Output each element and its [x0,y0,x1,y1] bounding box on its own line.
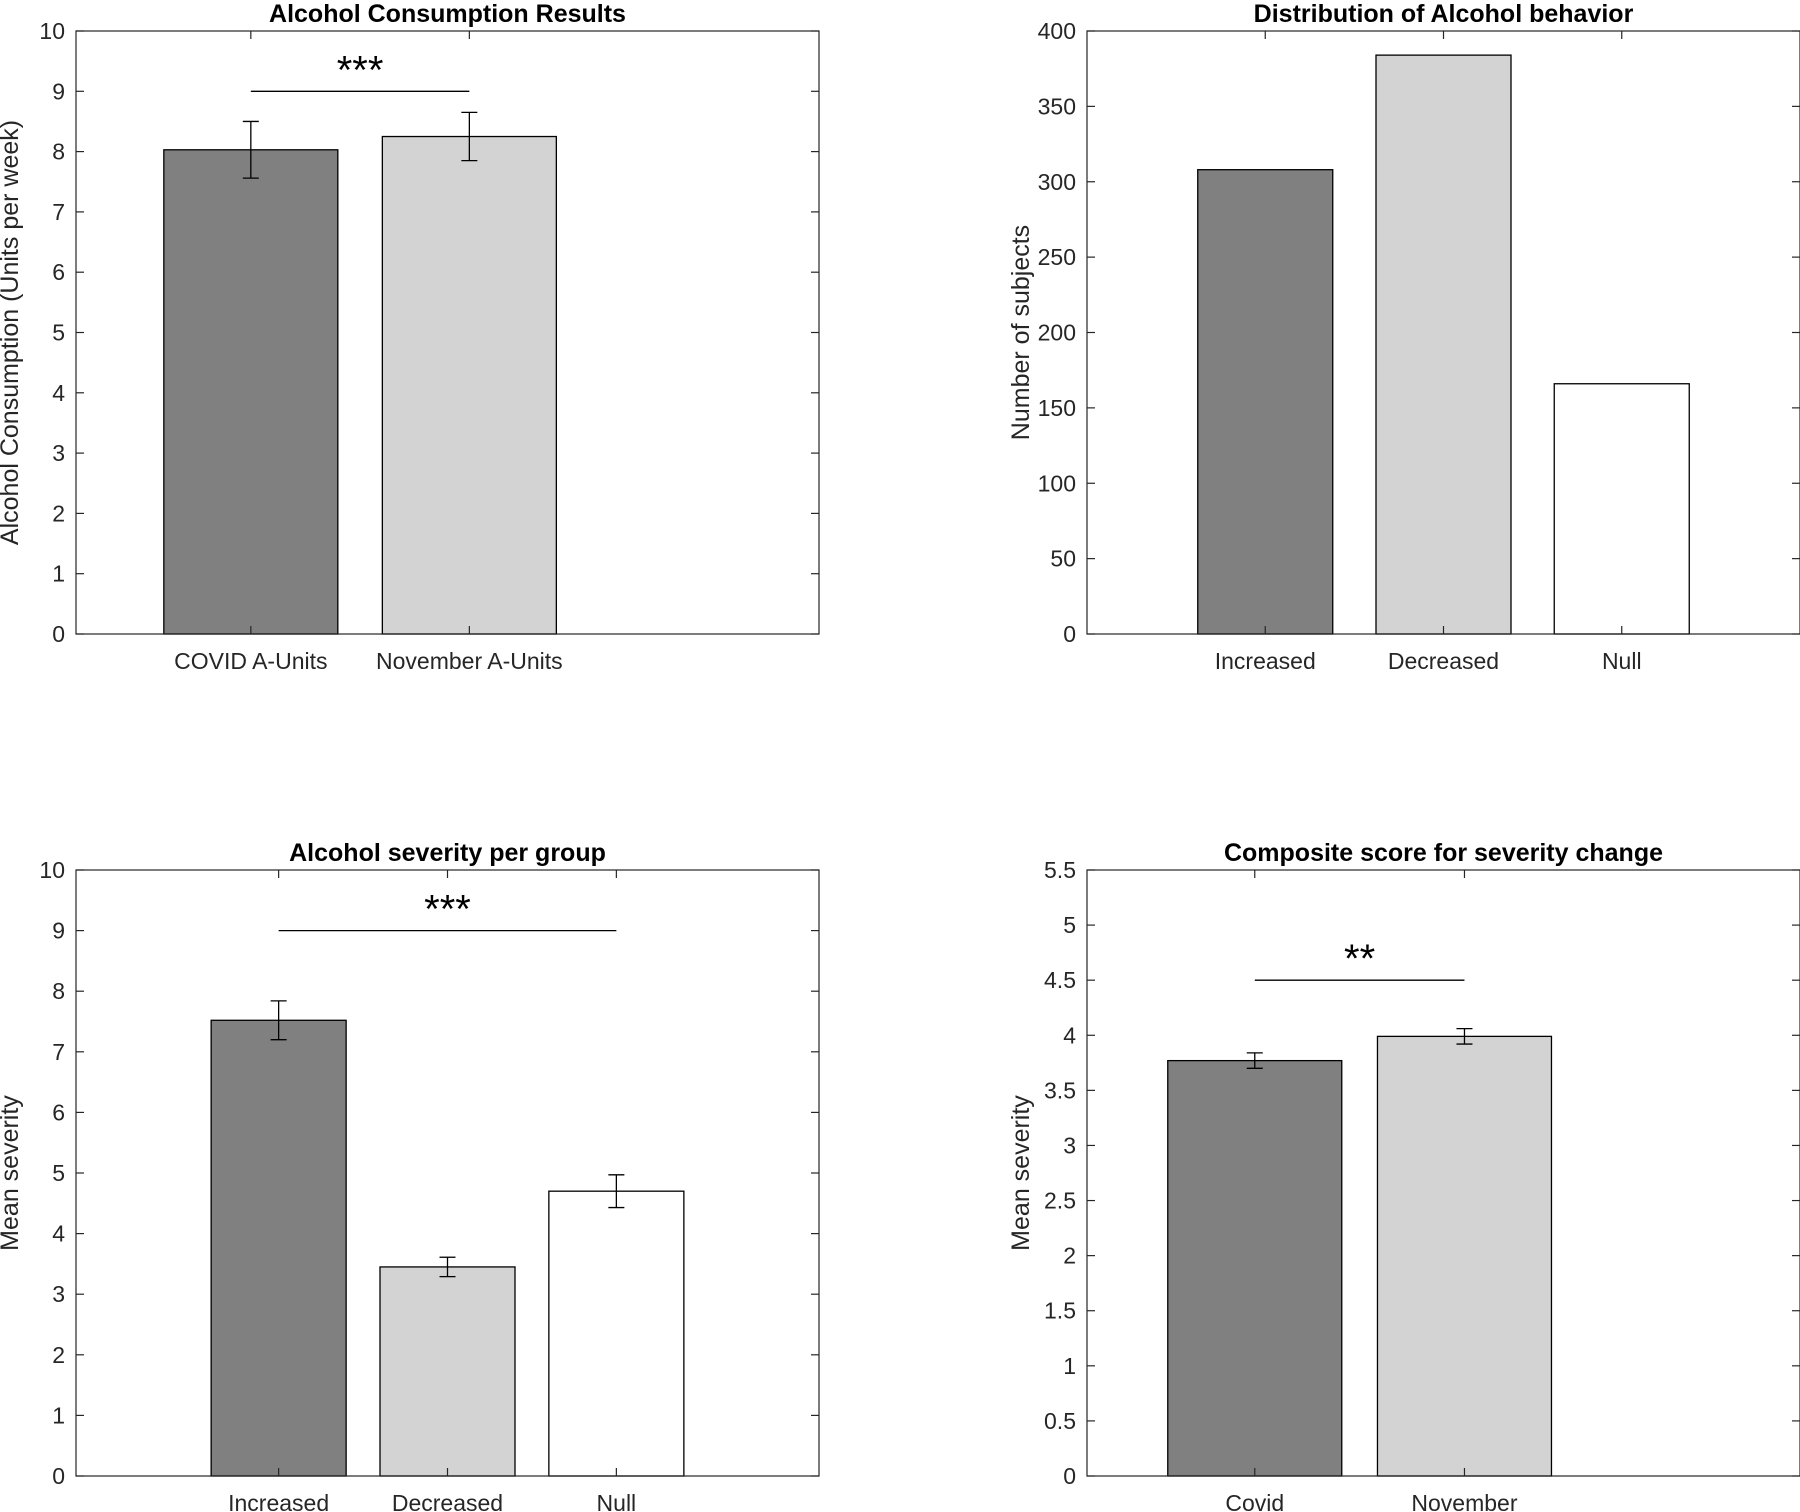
chart-3-y-tick-label-7: 6 [52,1099,65,1125]
chart-1-y-tick-label-3: 2 [52,500,65,526]
chart-2-y-tick-label-2: 50 [1050,546,1076,572]
chart-4-plot-area [1086,869,1800,1477]
chart-4-y-tick-label-1: 0 [1063,1463,1076,1489]
chart-2-y-tick-label-5: 200 [1038,320,1076,346]
chart-2-y-tick-label-9: 400 [1038,18,1076,44]
chart-4-y-tick-label-6: 2.5 [1044,1188,1076,1214]
chart-3-error-bar-2 [439,1256,456,1278]
chart-3-x-tick-label-1: Increased [228,1490,329,1512]
chart-4-y-tick-label-2: 0.5 [1044,1408,1076,1434]
chart-2-bar-3 [1553,383,1690,635]
chart-2-x-tick-label-3: Null [1602,648,1642,674]
chart-1-error-bar-1 [242,120,259,179]
chart-3-x-tick-label-3: Null [597,1490,637,1512]
chart-3-error-bar-3 [608,1174,625,1209]
chart-4-title: Composite score for severity change [1224,839,1663,867]
chart-1-y-tick-label-1: 0 [52,621,65,647]
chart-3-bar-2 [379,1266,516,1477]
chart-panel-1: 0 1 2 3 4 5 6 7 8 9 10 COVID A-Units November A-Unit… [0,0,820,674]
chart-1-x-tick-label-1: COVID A-Units [174,648,327,674]
chart-1-y-axis-label: Alcohol Consumption (Units per week) [0,120,24,545]
chart-4-x-tick-label-1: Covid [1225,1490,1284,1512]
chart-3-y-tick-label-8: 7 [52,1039,65,1065]
chart-2-x-tick-label-2: Decreased [1388,648,1499,674]
chart-1-y-tick-label-6: 5 [52,320,65,346]
chart-1-y-tick-label-11: 10 [39,18,65,44]
chart-2-x-tick-label-1: Increased [1215,648,1316,674]
chart-3-y-tick-label-4: 3 [52,1281,65,1307]
chart-panel-3: 0 1 2 3 4 5 6 7 8 9 10 Increased Decreased Null Alcoho… [0,839,820,1512]
chart-1-title: Alcohol Consumption Results [269,0,626,28]
chart-2-title: Distribution of Alcohol behavior [1254,0,1634,28]
chart-1-error-bar-2 [461,111,478,162]
chart-1-y-tick-label-7: 6 [52,259,65,285]
chart-1-bar-2 [381,135,558,635]
chart-4-y-axis-label: Mean severity [1007,1095,1035,1251]
chart-3-title: Alcohol severity per group [289,839,606,867]
chart-3-y-tick-label-2: 1 [52,1402,65,1428]
chart-4-y-tick-label-8: 3.5 [1044,1077,1076,1103]
chart-2-y-tick-label-8: 350 [1038,93,1076,119]
chart-2-y-tick-label-4: 150 [1038,395,1076,421]
chart-3-y-tick-label-3: 2 [52,1342,65,1368]
chart-1-x-tick-label-2: November A-Units [376,648,563,674]
chart-1-y-tick-label-10: 9 [52,78,65,104]
chart-panel-4: 0 0.5 1 1.5 2 2.5 3 3.5 4 4.5 5 5.5 Covid November Com… [1007,839,1800,1512]
chart-1-y-tick-label-9: 8 [52,139,65,165]
chart-2-y-tick-label-6: 250 [1038,244,1076,270]
chart-4-y-tick-label-11: 5 [1063,912,1076,938]
chart-4-significance-label: ** [1344,937,1375,981]
chart-2-y-tick-label-3: 100 [1038,470,1076,496]
chart-3-error-bar-1 [270,1000,287,1041]
chart-3-y-tick-label-5: 4 [52,1221,65,1247]
chart-3-bar-3 [548,1190,685,1477]
chart-4-x-tick-label-2: November [1411,1490,1517,1512]
chart-4-error-bar-1 [1246,1052,1263,1069]
chart-4-y-tick-label-12: 5.5 [1044,857,1076,883]
chart-1-y-tick-label-2: 1 [52,561,65,587]
chart-1-significance-label: *** [337,48,384,92]
chart-2-y-tick-label-1: 0 [1063,621,1076,647]
chart-3-y-tick-label-1: 0 [52,1463,65,1489]
chart-1-bar-1 [163,149,339,635]
chart-3-y-tick-label-6: 5 [52,1160,65,1186]
chart-panel-2: 0 50 100 150 200 250 300 350 400 Increased Decreas… [1007,0,1800,674]
chart-3-x-tick-label-2: Decreased [392,1490,503,1512]
chart-3-y-axis-label: Mean severity [0,1095,24,1251]
chart-4-error-bar-2 [1456,1028,1473,1045]
chart-3-y-tick-label-10: 9 [52,918,65,944]
chart-2-y-axis-label: Number of subjects [1007,225,1035,440]
chart-2-bar-2 [1375,54,1512,635]
chart-4-y-tick-label-10: 4.5 [1044,967,1076,993]
chart-1-y-tick-label-5: 4 [52,380,65,406]
chart-3-significance-label: *** [424,888,471,932]
chart-3-y-tick-label-9: 8 [52,978,65,1004]
chart-3-y-tick-label-11: 10 [39,857,65,883]
chart-3-bar-1 [210,1019,347,1477]
chart-4-y-tick-label-9: 4 [1063,1022,1076,1048]
chart-4-bar-2 [1376,1035,1553,1477]
chart-2-bar-1 [1197,169,1334,635]
chart-4-y-tick-label-4: 1.5 [1044,1298,1076,1324]
chart-1-y-tick-label-8: 7 [52,199,65,225]
chart-4-y-tick-label-3: 1 [1063,1353,1076,1379]
chart-4-y-tick-label-7: 3 [1063,1132,1076,1158]
chart-1-y-tick-label-4: 3 [52,440,65,466]
chart-4-y-tick-label-5: 2 [1063,1243,1076,1269]
chart-4-bar-1 [1167,1059,1343,1477]
chart-2-y-tick-label-7: 300 [1038,169,1076,195]
